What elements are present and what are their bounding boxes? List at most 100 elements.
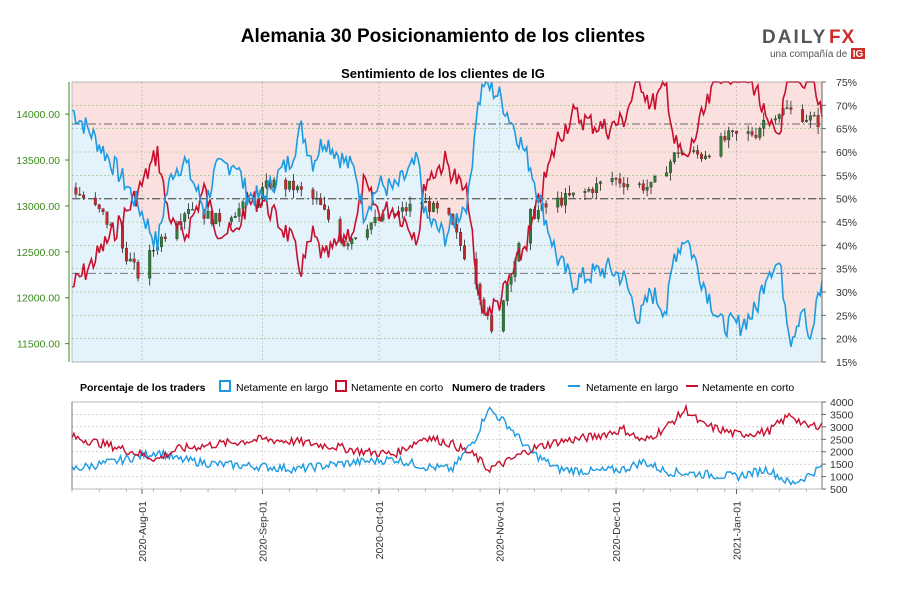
legend-pct-title: Porcentaje de los traders	[80, 382, 206, 394]
candle-body	[587, 189, 591, 192]
traders-tick-label: 2000	[830, 447, 854, 459]
traders-long-line	[71, 406, 823, 486]
sentiment-fill	[72, 82, 822, 362]
candle-body	[746, 131, 750, 134]
candle-body	[163, 236, 167, 239]
candle-body	[700, 153, 703, 160]
candle-body	[490, 315, 494, 332]
candle-body	[93, 197, 97, 205]
candle-body	[750, 131, 754, 136]
candle-body	[435, 202, 439, 209]
candle-body	[292, 180, 295, 191]
right-tick-label: 15%	[836, 357, 857, 369]
date-tick-label: 2020-Dec-01	[611, 501, 623, 562]
right-tick-label: 20%	[836, 334, 857, 346]
candle-body	[136, 262, 140, 279]
left-tick-label: 12500.00	[16, 247, 60, 259]
candle-body	[735, 130, 738, 134]
candle-body	[777, 114, 781, 119]
traders-lines	[71, 403, 823, 486]
right-tick-label: 55%	[836, 170, 857, 182]
candle-body	[649, 181, 653, 188]
reference-lines	[72, 123, 822, 274]
candle-body	[665, 172, 669, 177]
candle-body	[626, 184, 630, 188]
logo-daily: DAILY	[762, 27, 827, 48]
candle-body	[365, 229, 369, 238]
left-tick-label: 12000.00	[16, 293, 60, 305]
candle-body	[564, 193, 567, 206]
candle-body	[614, 178, 618, 180]
right-tick-label: 40%	[836, 240, 857, 252]
right-tick-label: 50%	[836, 194, 857, 206]
candle-body	[431, 202, 435, 212]
candle-body	[808, 115, 812, 121]
candle-body	[288, 180, 292, 190]
candle-body	[272, 179, 276, 188]
candle-body	[703, 155, 707, 160]
candle-body	[668, 161, 672, 173]
candle-body	[148, 250, 152, 279]
left-tick-label: 13000.00	[16, 201, 60, 213]
sentiment-lines	[71, 80, 823, 348]
candle-body	[218, 213, 222, 222]
candle-body	[295, 186, 299, 191]
candle-body	[459, 232, 463, 246]
candle-body	[191, 209, 194, 211]
candle-body	[237, 208, 241, 217]
short-area	[72, 82, 822, 347]
candle-body	[816, 115, 820, 128]
candle-body	[719, 136, 723, 157]
candle-body	[618, 178, 622, 184]
left-tick-label: 11500.00	[17, 339, 60, 351]
candle-body	[599, 181, 602, 184]
candle-body	[128, 258, 132, 262]
candle-body	[707, 155, 711, 158]
candle-body	[536, 210, 540, 219]
candle-body	[408, 203, 412, 212]
candle-body	[696, 150, 700, 155]
traders-tick-label: 500	[830, 484, 848, 496]
traders-tick-label: 2500	[830, 434, 854, 446]
logo-fx: FX	[829, 27, 855, 48]
candle-body	[758, 128, 762, 138]
right-tick-label: 65%	[836, 124, 857, 136]
left-axis-ticks: 11500.00 12000.00 12500.00 13000.00 13500.00…	[16, 109, 69, 351]
candle-body	[692, 150, 696, 152]
long-area	[72, 82, 822, 362]
legend-short-box	[335, 380, 347, 392]
main-chart: 11500.00 12000.00 12500.00 13000.00 13500.00…	[16, 77, 857, 369]
candle-body	[727, 130, 731, 141]
left-tick-label: 14000.00	[16, 109, 60, 121]
candle-body	[560, 197, 564, 206]
short-pct-line	[71, 80, 823, 317]
right-tick-label: 70%	[836, 100, 857, 112]
candle-body	[595, 183, 599, 194]
right-axis-ticks: 15% 20% 25% 30% 35% 40% 45% 50% 55% 60% 65% 70% 75%	[822, 77, 857, 369]
traders-tick-label: 1000	[830, 472, 854, 484]
long-pct-line	[71, 80, 823, 348]
candle-body	[233, 216, 237, 218]
candle-body	[731, 130, 735, 132]
chart-title: Alemania 30 Posicionamiento de los clien…	[241, 26, 645, 47]
candle-body	[805, 120, 808, 122]
candle-body	[571, 192, 575, 196]
candle-body	[762, 119, 766, 129]
legend-count-title: Numero de traders	[452, 382, 546, 394]
right-tick-label: 60%	[836, 147, 857, 159]
candle-body	[501, 300, 505, 332]
candle-body	[152, 250, 156, 252]
traders-tick-label: 1500	[830, 459, 854, 471]
candle-body	[400, 207, 404, 212]
traders-tick-label: 3000	[830, 422, 854, 434]
candle-body	[463, 245, 466, 260]
candle-body	[74, 187, 78, 195]
traders-tick-label: 3500	[830, 409, 854, 421]
traders-short-line	[71, 403, 823, 474]
candle-body	[544, 203, 548, 208]
candle-body	[132, 258, 136, 263]
candle-body	[284, 179, 288, 190]
